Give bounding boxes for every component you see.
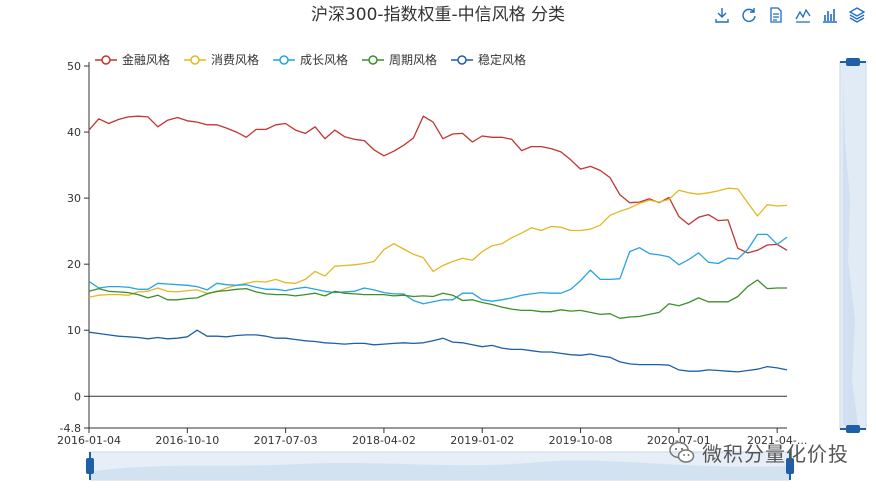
stack-icon[interactable] [848,6,866,24]
vertical-zoom-slider[interactable] [839,58,867,433]
legend-marker [101,55,111,65]
y-axis: 50 40 30 20 10 0 -4.8 [60,60,90,435]
legend-item-4[interactable]: 稳定风格 [451,52,526,67]
x-tick-label: 2021-04-... [747,434,807,447]
y-tick-label: 30 [67,192,81,205]
series-line-2[interactable] [88,233,788,305]
data-view-icon[interactable] [767,6,785,24]
y-tick-label: 20 [67,258,81,271]
y-tick-label: 10 [67,324,81,337]
legend-label: 金融风格 [122,52,170,67]
legend-item-0[interactable]: 金融风格 [95,52,170,67]
series-group [88,115,788,373]
horizontal-zoom-slider[interactable] [86,451,794,481]
legend-marker [368,55,378,65]
vertical-zoom-handle-bottom[interactable] [846,425,860,433]
legend-item-2[interactable]: 成长风格 [273,52,348,67]
horizontal-zoom-handle-left[interactable] [86,458,94,474]
toolbox [713,6,866,24]
legend-marker [190,55,200,65]
x-tick-label: 2016-01-04 [57,434,121,447]
x-tick-label: 2018-04-02 [352,434,416,447]
y-tick-label: 40 [67,126,81,139]
wechat-icon [669,441,695,463]
legend-marker [279,55,289,65]
series-line-1[interactable] [88,187,788,298]
y-tick-label: 0 [74,390,81,403]
refresh-icon[interactable] [740,6,758,24]
legend-item-1[interactable]: 消费风格 [184,52,259,67]
legend-label: 消费风格 [211,52,259,67]
chart-title: 沪深300-指数权重-中信风格 分类 [311,5,565,25]
vertical-zoom-handle-top[interactable] [846,58,860,66]
download-icon[interactable] [713,6,731,24]
series-line-3[interactable] [88,279,787,319]
legend-label: 周期风格 [389,52,437,67]
x-tick-label: 2020-07-01 [647,434,711,447]
y-tick-label: 50 [67,60,81,73]
line-chart-icon[interactable] [794,6,812,24]
x-axis: 2016-01-04 2016-10-10 2017-07-03 2018-04-02… [57,395,807,447]
x-tick-label: 2019-10-08 [549,434,613,447]
y-tick-label: -4.8 [60,422,81,435]
series-line-0[interactable] [88,115,788,254]
watermark-text: 微积分量化价投 [702,442,849,466]
legend[interactable]: 金融风格 消费风格 成长风格 周期风格 稳定风格 [95,52,526,67]
series-line-4[interactable] [88,329,788,373]
legend-marker [457,55,467,65]
x-tick-label: 2019-01-02 [450,434,514,447]
legend-item-3[interactable]: 周期风格 [362,52,437,67]
watermark: 微积分量化价投 [668,438,849,467]
x-tick-label: 2017-07-03 [254,434,318,447]
horizontal-zoom-handle-right[interactable] [786,458,794,474]
bar-chart-icon[interactable] [821,6,839,24]
legend-label: 稳定风格 [478,52,526,67]
legend-label: 成长风格 [300,52,348,67]
x-tick-label: 2016-10-10 [155,434,219,447]
